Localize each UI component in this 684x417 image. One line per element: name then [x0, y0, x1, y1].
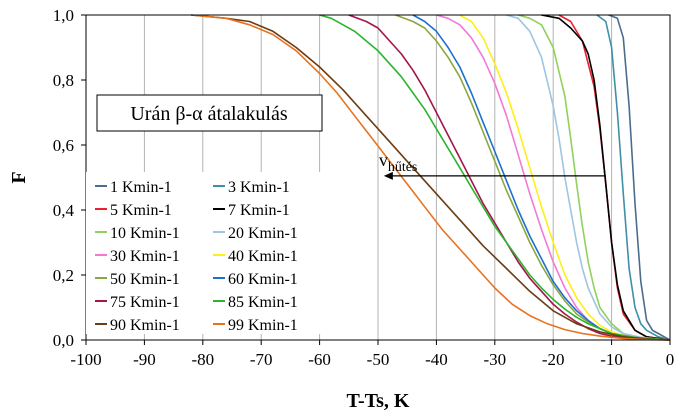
series-line	[596, 14, 671, 341]
legend-label: 3 Kmin-1	[228, 179, 290, 196]
series-lines	[191, 14, 671, 341]
axis-ticks	[81, 14, 671, 345]
annotation-frame	[96, 94, 323, 132]
legend-label: 40 Kmin-1	[228, 248, 298, 265]
legend-label: 5 Kmin-1	[110, 202, 172, 219]
series-line	[191, 14, 671, 341]
legend-label: 7 Kmin-1	[228, 202, 290, 219]
x-tick-label: -40	[425, 350, 448, 369]
legend-label: 60 Kmin-1	[228, 271, 298, 288]
series-line	[541, 14, 671, 341]
series-line	[319, 14, 671, 341]
x-tick-label: -60	[308, 350, 331, 369]
legend-item: 60 Kmin-1	[213, 271, 298, 288]
legend-background	[86, 172, 346, 334]
x-tick-label: -70	[250, 350, 273, 369]
x-tick-label: -10	[600, 350, 623, 369]
series-line	[506, 14, 671, 341]
x-tick-label: 0	[666, 350, 675, 369]
y-tick-label: 0,0	[53, 331, 74, 350]
cooling-arrow: vhűtés	[379, 150, 606, 180]
y-tick-label: 0,6	[53, 136, 74, 155]
legend-label: 90 Kmin-1	[110, 317, 180, 334]
legend-item: 30 Kmin-1	[95, 248, 180, 265]
series-line	[191, 14, 671, 341]
x-tick-label: -50	[367, 350, 390, 369]
arrow-label-main: v	[379, 150, 388, 170]
series-line	[459, 14, 671, 341]
x-tick-label: -30	[483, 350, 506, 369]
y-tick-label: 0,4	[53, 201, 75, 220]
legend-item: 10 Kmin-1	[95, 225, 180, 242]
legend-label: 20 Kmin-1	[228, 225, 298, 242]
legend-label: 1 Kmin-1	[110, 179, 172, 196]
legend-label: 99 Kmin-1	[228, 317, 298, 334]
legend-item: 85 Kmin-1	[213, 294, 298, 311]
x-tick-label: -100	[70, 350, 101, 369]
legend-item: 50 Kmin-1	[95, 271, 180, 288]
arrow-label: vhűtés	[379, 150, 418, 175]
series-line	[348, 14, 671, 341]
legend-item: 20 Kmin-1	[213, 225, 298, 242]
legend-item: 75 Kmin-1	[95, 294, 180, 311]
y-tick-label: 0,8	[53, 71, 74, 90]
legend-label: 50 Kmin-1	[110, 271, 180, 288]
legend: 1 Kmin-1 3 Kmin-1 5 Kmin-1 7 Kmin-1 10 Kmin-…	[86, 172, 346, 334]
x-tick-label: -80	[191, 350, 214, 369]
y-tick-labels: 0,0 0,2 0,4 0,6 0,8 1,0	[53, 6, 75, 350]
legend-label: 30 Kmin-1	[110, 248, 180, 265]
legend-item: 5 Kmin-1	[95, 202, 172, 219]
x-tick-labels: -100 -90 -80 -70 -60 -50 -40 -30 -20 -10 0	[70, 350, 674, 369]
series-line	[608, 14, 671, 341]
legend-label: 10 Kmin-1	[110, 225, 180, 242]
arrow-label-sub: hűtés	[388, 160, 418, 175]
legend-item: 3 Kmin-1	[213, 179, 290, 196]
legend-item: 1 Kmin-1	[95, 179, 172, 196]
x-axis-title: T-Ts, K	[346, 390, 409, 412]
legend-item: 7 Kmin-1	[213, 202, 290, 219]
y-axis-title: F	[8, 171, 30, 183]
y-tick-label: 1,0	[53, 6, 74, 25]
legend-label: 85 Kmin-1	[228, 294, 298, 311]
annotation-box: Urán β-α átalakulás	[96, 94, 323, 132]
annotation-text: Urán β-α átalakulás	[130, 103, 287, 125]
legend-item: 99 Kmin-1	[213, 317, 298, 334]
legend-item: 40 Kmin-1	[213, 248, 298, 265]
x-tick-label: -20	[542, 350, 565, 369]
x-tick-label: -90	[133, 350, 156, 369]
y-tick-label: 0,2	[53, 266, 74, 285]
vertical-grid	[143, 15, 613, 340]
legend-label: 75 Kmin-1	[110, 294, 180, 311]
arrow-head	[383, 171, 393, 180]
legend-item: 90 Kmin-1	[95, 317, 180, 334]
